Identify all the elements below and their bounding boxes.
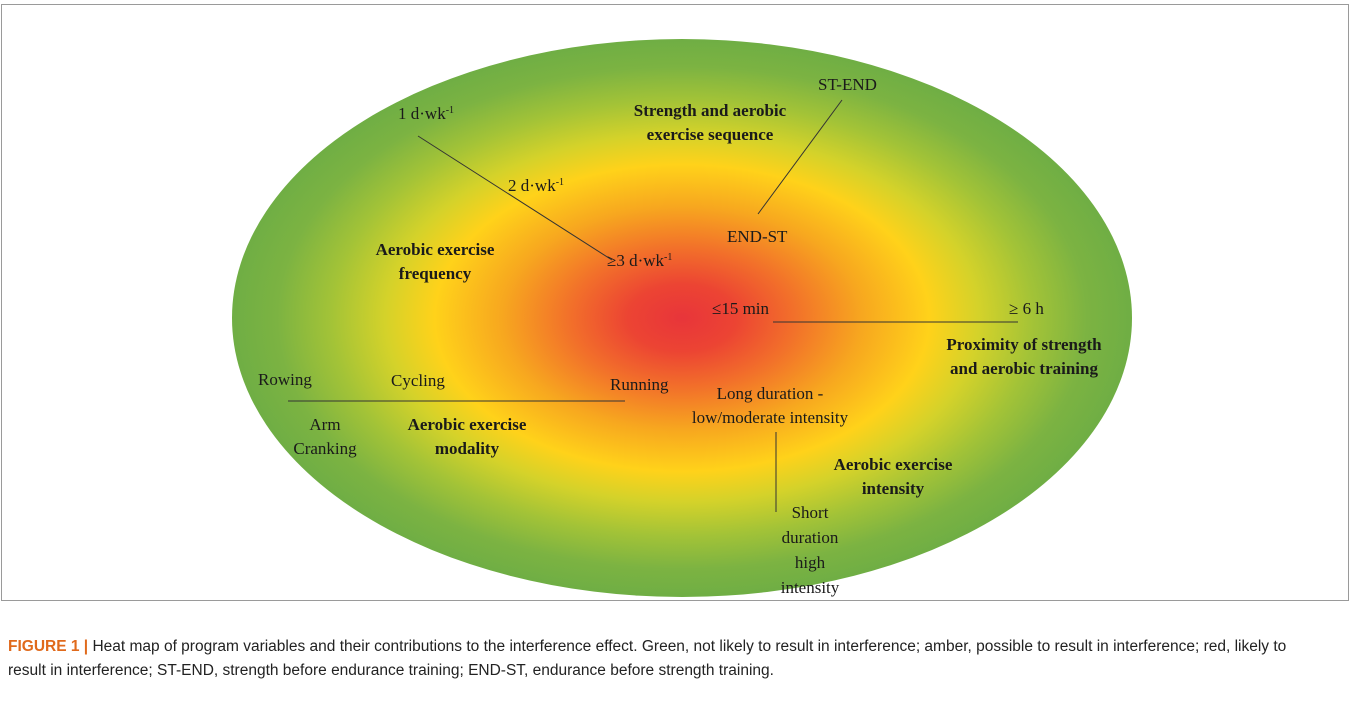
figure-frame [1,4,1349,601]
st-end-label: ST-END [818,75,877,94]
sequence-title: Strength and aerobic exercise sequence [633,101,787,144]
short-duration-label: Short duration high intensity [780,503,840,597]
frequency-3-label: ≥3 d·wk-1 [607,251,673,270]
heat-map-ellipse [232,39,1132,597]
figure-label: FIGURE 1 | [8,638,89,655]
figure-caption: FIGURE 1 | Heat map of program variables… [8,635,1308,683]
proximity-title: Proximity of strength and aerobic traini… [946,335,1102,378]
long-duration-label: Long duration - low/moderate intensity [691,384,849,427]
frequency-1-label: 1 d·wk-1 [398,104,455,123]
frequency-2-label: 2 d·wk-1 [508,176,565,195]
running-label: Running [610,375,669,394]
intensity-title: Aerobic exercise intensity [833,455,953,498]
rowing-label: Rowing [258,370,312,389]
end-st-label: END-ST [727,227,788,246]
proximity-long-label: ≥ 6 h [1009,299,1044,318]
caption-text: Heat map of program variables and their … [8,638,1287,679]
cycling-label: Cycling [391,371,445,390]
sequence-line [757,99,843,215]
frequency-title: Aerobic exercise frequency [375,240,495,283]
modality-title: Aerobic exercise modality [407,415,527,458]
arm-cranking-label: Arm Cranking [293,415,357,458]
frequency-line [417,135,613,261]
proximity-short-label: ≤15 min [712,299,770,318]
